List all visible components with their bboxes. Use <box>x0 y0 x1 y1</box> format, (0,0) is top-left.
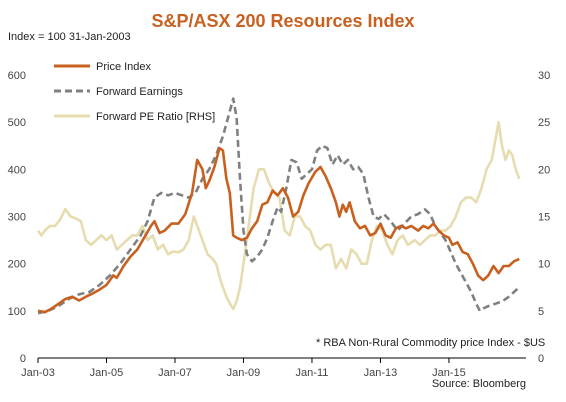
left-tick-label: 200 <box>8 259 26 271</box>
series-layer <box>36 97 521 315</box>
x-tick-label: Jan-13 <box>364 367 398 379</box>
x-tick-label: Jan-09 <box>227 367 261 379</box>
left-tick-label: 300 <box>8 212 26 224</box>
chart-subtitle: Index = 100 31-Jan-2003 <box>8 31 131 43</box>
left-axis-ticks: 0 100 200 300 400 500 600 <box>8 70 26 365</box>
legend-label-price: Price Index <box>96 61 152 73</box>
source-note: Source: Bloomberg <box>432 378 526 390</box>
right-tick-label: 15 <box>538 212 550 224</box>
right-axis-ticks: 0 5 10 15 20 25 30 <box>538 70 550 365</box>
legend: Price Index Forward Earnings Forward PE … <box>54 61 215 123</box>
x-tick-label: Jan-03 <box>21 367 55 379</box>
series-forward-earnings <box>37 97 521 315</box>
series-price-index <box>37 146 520 314</box>
legend-label-earnings: Forward Earnings <box>96 86 183 98</box>
x-axis-ticks: Jan-03 Jan-05 Jan-07 Jan-09 Jan-11 Jan-13 Jan-… <box>21 358 466 379</box>
right-tick-label: 30 <box>538 70 550 82</box>
right-tick-label: 10 <box>538 259 550 271</box>
x-tick-label: Jan-05 <box>90 367 124 379</box>
chart-title: S&P/ASX 200 Resources Index <box>151 11 414 31</box>
x-tick-label: Jan-15 <box>432 367 466 379</box>
left-tick-label: 100 <box>8 306 26 318</box>
right-tick-label: 5 <box>538 306 544 318</box>
legend-label-pe: Forward PE Ratio [RHS] <box>96 111 215 123</box>
left-tick-label: 400 <box>8 164 26 176</box>
left-tick-label: 600 <box>8 70 26 82</box>
footnote: * RBA Non-Rural Commodity price Index - … <box>316 337 545 349</box>
left-tick-label: 0 <box>20 353 26 365</box>
right-tick-label: 20 <box>538 164 550 176</box>
right-tick-label: 25 <box>538 117 550 129</box>
x-tick-label: Jan-07 <box>158 367 192 379</box>
left-tick-label: 500 <box>8 117 26 129</box>
right-tick-label: 0 <box>538 353 544 365</box>
x-tick-label: Jan-11 <box>296 367 329 379</box>
